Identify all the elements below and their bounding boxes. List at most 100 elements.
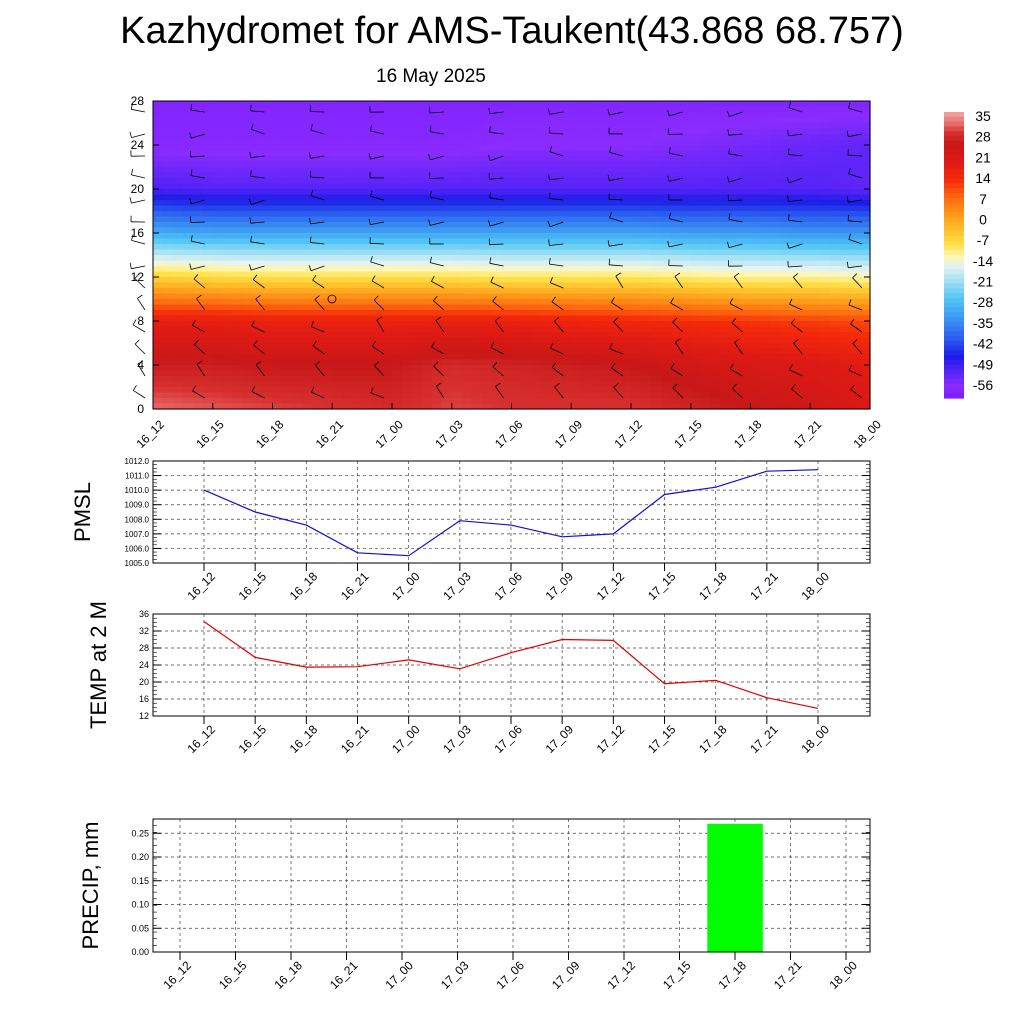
heatmap-cell [840, 304, 851, 311]
heatmap-cell [212, 293, 224, 300]
heatmap-cell [411, 332, 423, 339]
heatmap-cell [292, 381, 303, 388]
heatmap-cell [820, 299, 831, 306]
heatmap-cell [232, 315, 244, 322]
heatmap-cell [471, 178, 483, 185]
wind-barb [549, 243, 564, 246]
heatmap-cell [401, 172, 413, 179]
heatmap-cell [282, 271, 294, 278]
heatmap-cell [770, 326, 781, 333]
heatmap-cell [551, 106, 562, 113]
heatmap-cell [262, 299, 274, 306]
colorbar-swatch [944, 116, 964, 123]
heatmap-cell [541, 189, 552, 196]
heatmap-cell [810, 354, 821, 361]
heatmap-cell [521, 343, 533, 350]
heatmap-cell [551, 216, 562, 223]
x-tick-label: 17_18 [696, 722, 730, 756]
heatmap-cell [451, 376, 463, 383]
heatmap-cell [192, 156, 204, 163]
heatmap-cell [710, 332, 722, 339]
heatmap-cell [850, 359, 861, 366]
heatmap-cell [292, 222, 303, 229]
heatmap-cell [690, 354, 702, 361]
heatmap-cell [401, 392, 413, 399]
heatmap-cell [461, 156, 473, 163]
heatmap-cell [182, 194, 194, 201]
heatmap-cell [800, 112, 811, 119]
heatmap-cell [192, 101, 204, 108]
heatmap-cell [322, 343, 333, 350]
heatmap-cell [581, 348, 592, 355]
heatmap-cell [401, 376, 413, 383]
heatmap-cell [840, 194, 851, 201]
heatmap-cell [670, 321, 682, 328]
heatmap-cell [571, 337, 582, 344]
heatmap-cell [292, 392, 303, 399]
heatmap-cell [252, 271, 264, 278]
heatmap-cell [153, 392, 164, 399]
heatmap-cell [372, 348, 383, 355]
heatmap-cell [481, 227, 493, 234]
heatmap-cell [800, 321, 811, 328]
heatmap-cell [212, 321, 224, 328]
heatmap-cell [730, 365, 742, 372]
heatmap-cell [471, 310, 483, 317]
heatmap-cell [660, 128, 672, 135]
heatmap-cell [362, 277, 373, 284]
colorbar-swatch [944, 173, 964, 180]
heatmap-cell [660, 134, 672, 141]
heatmap-cell [491, 123, 503, 130]
heatmap-cell [242, 211, 254, 218]
heatmap-cell [421, 326, 433, 333]
heatmap-cell [531, 348, 542, 355]
heatmap-cell [571, 233, 582, 240]
heatmap-cell [860, 249, 871, 256]
heatmap-cell [730, 233, 742, 240]
heatmap-cell [780, 189, 791, 196]
heatmap-cell [760, 321, 772, 328]
heatmap-cell [481, 134, 493, 141]
heatmap-cell [172, 145, 184, 152]
heatmap-cell [192, 189, 204, 196]
heatmap-cell [551, 266, 562, 273]
heatmap-cell [820, 183, 831, 190]
heatmap-cell [441, 376, 453, 383]
heatmap-cell [780, 348, 791, 355]
heatmap-cell [292, 359, 303, 366]
heatmap-cell [382, 238, 393, 245]
heatmap-cell [202, 244, 214, 251]
heatmap-cell [441, 321, 453, 328]
heatmap-cell [401, 288, 413, 295]
heatmap-cell [601, 354, 612, 361]
heatmap-cell [720, 194, 732, 201]
panel-frame [152, 818, 871, 953]
heatmap-cell [840, 139, 851, 146]
colorbar-swatch [944, 340, 964, 347]
heatmap-cell [820, 392, 831, 399]
heatmap-cell [162, 117, 174, 124]
heatmap-cell [282, 128, 294, 135]
heatmap-cell [451, 321, 463, 328]
heatmap-cell [760, 183, 772, 190]
heatmap-cell [860, 238, 871, 245]
heatmap-cell [800, 139, 811, 146]
heatmap-cell [621, 370, 632, 377]
heatmap-cell [242, 321, 254, 328]
heatmap-cell [611, 310, 622, 317]
heatmap-cell [252, 337, 264, 344]
heatmap-cell [382, 304, 393, 311]
heatmap-cell [172, 326, 184, 333]
heatmap-cell [621, 387, 632, 394]
heatmap-cell [820, 310, 831, 317]
heatmap-cell [411, 293, 423, 300]
heatmap-cell [700, 134, 712, 141]
heatmap-cell [840, 343, 851, 350]
heatmap-cell [770, 106, 781, 113]
wind-barb [848, 108, 863, 113]
heatmap-cell [760, 249, 772, 256]
heatmap-cell [631, 150, 642, 157]
heatmap-cell [392, 112, 403, 119]
heatmap-cell [162, 211, 174, 218]
heatmap-cell [531, 304, 542, 311]
